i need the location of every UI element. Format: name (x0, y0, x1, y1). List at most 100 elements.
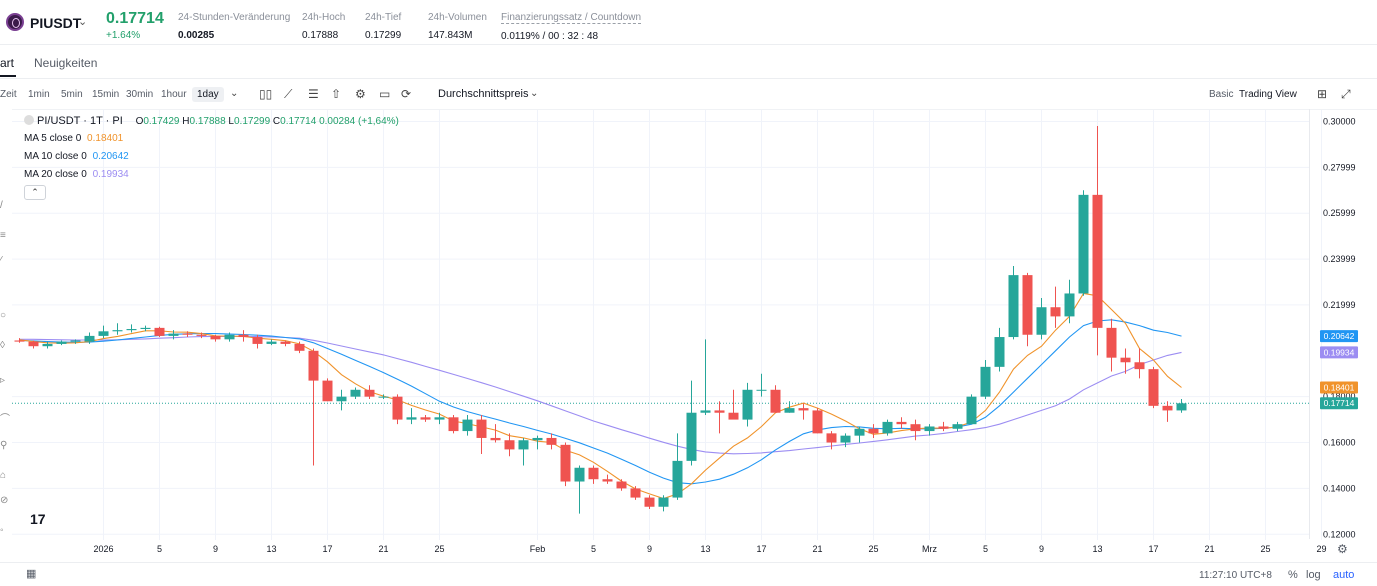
drawing-tool-icon[interactable]: ≡ (0, 230, 6, 241)
screenshot-icon[interactable]: ▭ (379, 87, 391, 101)
chevron-down-icon[interactable]: ⌄ (78, 16, 88, 28)
candle-down (448, 417, 459, 432)
legend-collapse-button[interactable]: ⌃ (24, 185, 46, 200)
axis-settings-icon[interactable]: ⚙ (1337, 542, 1348, 556)
y-tick-label: 0.16000 (1323, 438, 1356, 448)
drawing-tools-strip: / ≡ ∕ ○ ◊ ▹ ⌒ ⚲ ⌂ ⊘ ◦ (0, 110, 12, 550)
candle-up (42, 343, 53, 347)
ma-value: 0.20642 (92, 151, 129, 162)
fullscreen-icon[interactable]: ⤢ (1341, 87, 1351, 101)
x-tick-label: 25 (868, 544, 878, 554)
candle-up (518, 440, 529, 450)
view-trading-view[interactable]: Trading View (1239, 89, 1297, 100)
candle-down (1050, 307, 1061, 317)
y-tick-label: 0.14000 (1323, 483, 1356, 493)
interval-1day[interactable]: 1day (192, 87, 224, 102)
drawing-tool-icon[interactable]: ⊘ (0, 495, 9, 506)
stat-funding-rate[interactable]: Finanzierungssatz / Countdown 0.0119% / … (501, 12, 642, 42)
price-axis-divider (1309, 109, 1310, 539)
candle-down (1148, 369, 1159, 406)
candle-up (952, 424, 963, 429)
interval-1hour[interactable]: 1hour (161, 89, 187, 100)
candle-up (994, 337, 1005, 367)
auto-scale-toggle[interactable]: auto (1333, 569, 1355, 581)
candle-up (434, 417, 445, 420)
drawing-tool-icon[interactable]: ▹ (0, 375, 6, 386)
candle-up (406, 417, 417, 420)
legend-ma10[interactable]: MA 10 close 0 0.20642 (24, 151, 399, 169)
chevron-down-icon[interactable]: ⌄ (230, 88, 239, 99)
x-tick-label: 13 (700, 544, 710, 554)
legend-symbol[interactable]: PI/USDT · 1T · PI (37, 115, 123, 127)
drawing-tool-icon[interactable]: ∕ (0, 255, 2, 266)
candle-down (630, 488, 641, 498)
price-axis-badge (1320, 397, 1358, 410)
candle-down (1162, 405, 1173, 411)
view-basic[interactable]: Basic (1209, 89, 1234, 100)
reset-icon[interactable]: ⟳ (401, 87, 412, 101)
price-type-select[interactable]: Durchschnittspreis (438, 88, 529, 100)
candle-up (98, 331, 109, 336)
gear-icon[interactable]: ⚙ (355, 87, 366, 101)
drawing-tool-icon[interactable]: ◦ (0, 525, 4, 536)
legend-ma5[interactable]: MA 5 close 0 0.18401 (24, 133, 399, 151)
ma-value: 0.18401 (87, 133, 124, 144)
log-scale-toggle[interactable]: log (1306, 569, 1321, 581)
layout-grid-icon[interactable]: ⊞ (1317, 87, 1328, 101)
x-tick-label: 9 (1039, 544, 1044, 554)
candle-down (182, 333, 193, 335)
candle-up (966, 396, 977, 425)
interval-1min[interactable]: 1min (28, 89, 50, 100)
price-axis-badge-label: 0.20642 (1324, 331, 1355, 341)
candle-down (644, 497, 655, 507)
interval-30min[interactable]: 30min (126, 89, 154, 100)
drawing-tool-icon[interactable]: ◊ (0, 340, 5, 351)
chart-toolbar: Zeit 1min 5min 15min 30min 1hour 1day ⌄ … (0, 80, 1377, 108)
candle-up (574, 467, 585, 482)
drawing-tool-icon[interactable]: ⌒ (0, 414, 10, 425)
ma-label: MA 10 close 0 (24, 151, 87, 162)
tab-news[interactable]: Neuigkeiten (34, 56, 98, 70)
candle-up (126, 329, 137, 331)
candle-down (728, 412, 739, 420)
candles-icon[interactable]: ▯▯ (259, 87, 273, 101)
candle-down (560, 444, 571, 482)
ma-label: MA 5 close 0 (24, 133, 82, 144)
symbol-name[interactable]: PIUSDT (30, 15, 82, 31)
stat-label: Finanzierungssatz / Countdown (501, 12, 642, 24)
stat-24h-change: 24-Stunden-Veränderung 0.00285 (178, 12, 290, 41)
stat-value: 0.17299 (365, 30, 402, 41)
ma20-line (19, 335, 1182, 455)
interval-time[interactable]: Zeit (0, 89, 17, 100)
utc-clock[interactable]: 11:27:10 UTC+8 (1199, 570, 1272, 581)
candle-up (882, 421, 893, 434)
drawing-tool-icon[interactable]: ⌂ (0, 470, 7, 481)
candle-down (938, 426, 949, 429)
candle-up (336, 396, 347, 402)
candle-up (784, 408, 795, 413)
stat-value: 0.00285 (178, 30, 215, 41)
stat-label: 24h-Volumen (428, 12, 487, 23)
candle-down (714, 410, 725, 413)
candle-up (350, 389, 361, 397)
chart-bottom-bar: ▦ 11:27:10 UTC+8 % log auto (0, 562, 1377, 586)
tradingview-logo-icon[interactable]: 17 (30, 511, 46, 527)
chevron-down-icon[interactable]: ⌄ (530, 88, 539, 99)
indicators-icon[interactable]: ⟋ (284, 87, 293, 101)
percent-scale-toggle[interactable]: % (1288, 569, 1298, 581)
interval-15min[interactable]: 15min (92, 89, 120, 100)
interval-5min[interactable]: 5min (61, 89, 83, 100)
tab-chart[interactable]: art (0, 56, 15, 70)
candle-down (196, 334, 207, 336)
menu-lines-icon[interactable]: ☰ (308, 87, 319, 101)
calendar-goto-icon[interactable]: ▦ (26, 568, 37, 580)
stat-label: 24h-Tief (365, 12, 402, 23)
drawing-tool-icon[interactable]: / (0, 200, 3, 211)
price-axis-badge (1320, 346, 1358, 359)
drawing-tool-icon[interactable]: ⚲ (0, 440, 8, 451)
legend-ohlc: O0.17429 H0.17888 L0.17299 C0.17714 0.00… (135, 116, 399, 127)
drawing-tool-icon[interactable]: ○ (0, 310, 7, 321)
share-icon[interactable]: ⇧ (331, 87, 342, 101)
legend-ma20[interactable]: MA 20 close 0 0.19934 (24, 169, 399, 187)
